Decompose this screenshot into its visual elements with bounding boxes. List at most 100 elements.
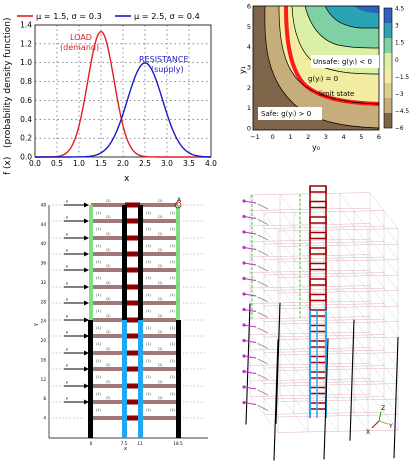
frame2d-load-label: P — [66, 216, 68, 220]
frame2d-xtick-label: 0 — [90, 441, 93, 446]
frame3d-load-arrow-tail — [242, 261, 246, 265]
frame2d-col-right-upper — [176, 205, 180, 320]
colorbar-frame — [383, 7, 393, 129]
frame2d-member-label: (1) — [146, 375, 152, 379]
pdf-ylabel: f (x) — [3, 157, 13, 175]
frame3d-load-arrow — [243, 278, 257, 281]
frame2d-ytick-label: 20 — [41, 338, 47, 343]
frame3d-load-arrow-tail — [242, 354, 246, 358]
colorbar-tick-label: −6 — [395, 126, 404, 132]
pdf-ytick-label: 1.4 — [20, 21, 32, 30]
contour-xtick-label: 5 — [359, 133, 363, 141]
colorbar-seg-3 — [384, 38, 392, 53]
pdf-ytick-label: 1.0 — [20, 58, 32, 67]
frame3d-load-arrow — [243, 247, 257, 250]
frame2d-member-label: (1) — [146, 392, 152, 396]
frame3d-load-arrow-tail — [242, 214, 246, 219]
pdf-series-resistance — [35, 62, 212, 158]
frame3d-load-arrow-tail — [242, 276, 246, 281]
pdf-ytick-label: 0.4 — [20, 115, 32, 124]
pdf-xtick-label: 0.0 — [29, 159, 41, 168]
contour-xtick-label: 4 — [342, 133, 346, 141]
frame2d-member-label: (1) — [146, 244, 152, 248]
frame2d-xlabel: x — [124, 446, 127, 452]
frame3d-load-arrow-secondary — [257, 296, 269, 303]
contour-xtick-label: 0 — [271, 133, 275, 141]
frame3d-load-arrows — [242, 199, 269, 411]
frame2d-load-label: P — [66, 348, 68, 352]
frame3d-column — [393, 337, 399, 459]
frame3d-load-arrow-secondary — [257, 327, 269, 334]
legend-label-load: μ = 1.5, σ = 0.3 — [36, 11, 102, 21]
frame3d-core-ring — [309, 371, 327, 379]
frame3d-load-arrow-tail — [242, 230, 246, 234]
axis-x-line — [371, 420, 380, 429]
pdf-ytick-label: 0.2 — [20, 134, 32, 143]
frame2d-col-left-upper — [89, 205, 93, 320]
pdf-series-load — [35, 30, 211, 158]
frame2d-load-arrow-head — [84, 399, 89, 405]
frame2d-load-arrow-head — [84, 202, 89, 208]
frame2d-xtick-label: 18.5 — [173, 441, 183, 446]
pdf-plot-frame — [34, 24, 212, 158]
node-a-label: A — [177, 197, 182, 204]
frame2d-load-label: P — [66, 233, 68, 237]
frame3d-load-arrow-tail — [242, 338, 246, 343]
frame3d-load-arrow — [243, 200, 257, 204]
frame2d-load-label: P — [66, 249, 68, 253]
frame2d-member-label: (1) — [96, 260, 102, 264]
frame2d-member-label: (1) — [96, 244, 102, 248]
frame3d-load-arrow-secondary — [257, 343, 269, 349]
node-a-marker — [174, 201, 182, 209]
frame2d-member-label: (1) — [170, 309, 176, 313]
frame2d-col-mid1-upper — [122, 205, 127, 320]
colorbar-tick-label: 3 — [395, 24, 399, 30]
contour-xtick-label: 6 — [377, 133, 381, 141]
frame2d-load-arrow-head — [84, 235, 89, 241]
frame2d-col-mid2-lower — [138, 320, 143, 438]
colorbar-tick-label: 1.5 — [395, 41, 405, 47]
frame2d-beam-label: (2) — [106, 264, 111, 268]
frame2d-columns — [88, 205, 181, 438]
frame2d-col-mid1-lower — [122, 320, 127, 438]
colorbar-tick-label: 0 — [395, 58, 399, 64]
frame3d-column — [273, 339, 279, 461]
frame2d-load-arrows: P P P P P P P P P P P P P — [64, 200, 89, 405]
pdf-xtick-label: 3.5 — [183, 159, 195, 168]
frame2d-member-label: (1) — [170, 227, 176, 231]
frame2d-load-label: P — [66, 331, 68, 335]
colorbar-seg-8 — [384, 113, 392, 128]
gzero-label: g(yᵢ) = 0 — [308, 75, 338, 83]
frame2d-beam-core — [125, 267, 140, 273]
colorbar-seg-6 — [384, 83, 392, 98]
frame3d-load-arrow — [243, 402, 257, 405]
frame2d-member-label: (1) — [146, 326, 152, 330]
frame2d-ytick-label: 8 — [43, 396, 46, 401]
colorbar-tick-labels: 4.5 3 1.5 0 −1.5 −3 −4.5 −6 — [395, 7, 409, 133]
frame3d-load-arrow — [243, 262, 257, 266]
resistance-annotation: RESISTANCE — [139, 55, 189, 64]
frame2d-member-label: (1) — [146, 408, 152, 412]
frame3d-load-arrow-tail — [242, 385, 246, 389]
frame2d-load-arrow-head — [84, 333, 89, 339]
load-annotation-sub: (demand) — [60, 43, 99, 52]
frame2d-beam-label: (2) — [158, 232, 163, 236]
frame2d-ytick-label: 4 — [43, 416, 46, 421]
pdf-xtick-label: 1.5 — [95, 159, 107, 168]
frame2d-load-arrow-head — [84, 300, 89, 306]
frame2d-load-arrow-head — [84, 383, 89, 389]
frame2d-ytick-label: 24 — [41, 319, 47, 324]
frame2d-member-label: (1) — [146, 227, 152, 231]
frame3d-load-arrow-secondary — [257, 203, 269, 210]
contour-line-5 — [324, 6, 379, 29]
frame2d-load-label: P — [66, 282, 68, 286]
frame3d-core-ring — [309, 355, 327, 364]
colorbar-tick-label: −1.5 — [395, 75, 409, 81]
frame2d-ytick-label: 40 — [41, 241, 47, 246]
frame2d-member-label: (1) — [170, 244, 176, 248]
colorbar-seg-4 — [384, 53, 392, 68]
frame2d-ytick-label: 48 — [41, 203, 47, 208]
frame2d-load-arrow-head — [84, 317, 89, 323]
frame2d-beams — [91, 202, 178, 421]
